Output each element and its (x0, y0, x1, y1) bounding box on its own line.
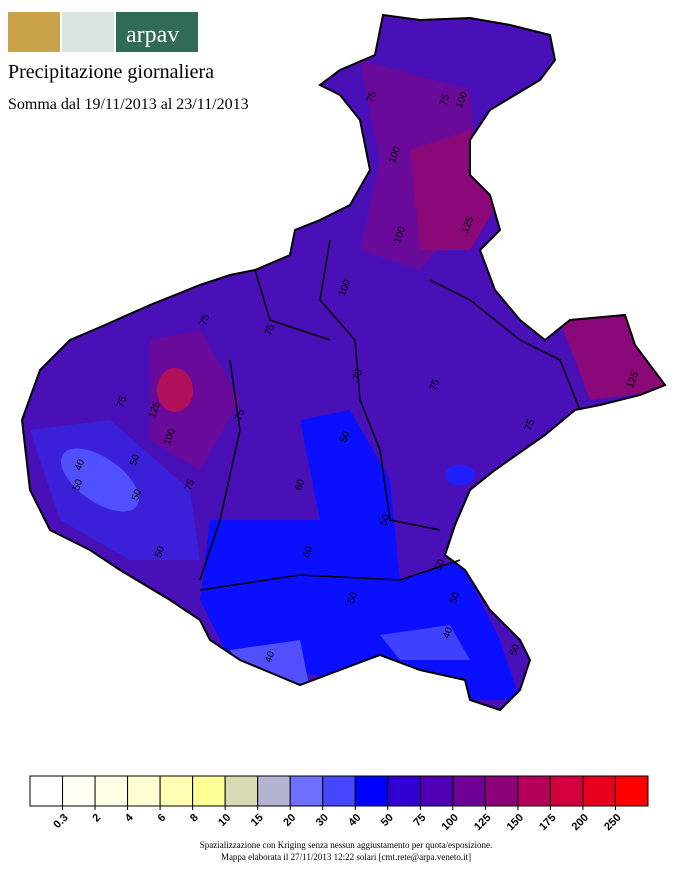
contour-label: 75 (351, 368, 365, 383)
contour-label: 50 (346, 591, 360, 606)
logo: arpav (8, 12, 198, 52)
legend-swatch (549, 775, 584, 807)
contour-label: 50 (508, 643, 522, 658)
field-lowest (380, 625, 470, 660)
legend-swatch (419, 775, 454, 807)
contour-label: 75 (438, 93, 452, 108)
legend-tick-label: 15 (249, 812, 266, 829)
field-peak (157, 368, 193, 412)
contour-label: 75 (428, 378, 442, 393)
legend-tick-label: 8 (188, 812, 201, 825)
field-lowest (61, 448, 139, 512)
legend-swatch (127, 775, 161, 807)
title: Precipitazione giornaliera (8, 61, 214, 83)
legend-tick-label: 100 (440, 812, 461, 833)
legend-tick-label: 175 (537, 812, 558, 833)
field-low (445, 465, 475, 485)
contour-label: 75 (263, 323, 277, 338)
map (22, 15, 665, 710)
legend-tick-label: 2 (90, 812, 103, 825)
legend-swatch (517, 775, 551, 807)
legend-tick-label: 150 (505, 812, 526, 833)
contour-label: 50 (338, 430, 352, 445)
legend-tick-label: 6 (155, 812, 168, 825)
contour-label: 75 (183, 478, 197, 493)
border (199, 359, 241, 581)
contour-label: 75 (523, 418, 537, 433)
legend-tick-label: 20 (281, 812, 298, 829)
field-lowest (230, 640, 310, 690)
legend-swatch (614, 775, 649, 807)
legend-tick-label: 0.3 (51, 812, 70, 831)
legend-swatch (192, 775, 226, 807)
footer-line: Spazializzazione con Kriging senza nessu… (200, 840, 492, 850)
contour-label: 50 (153, 545, 167, 560)
contour-label: 60 (301, 545, 315, 560)
legend-swatch (322, 775, 356, 807)
legend-tick-label: 250 (602, 812, 623, 833)
border (319, 239, 441, 531)
logo-lion (8, 12, 60, 52)
legend-tick-label: 30 (314, 812, 331, 829)
legend-swatch (224, 775, 259, 807)
contour-label: 40 (263, 650, 277, 665)
border (199, 559, 461, 591)
contour-label: 75 (365, 90, 379, 105)
contour-label: 75 (198, 313, 212, 328)
legend-swatch (484, 775, 519, 807)
legend-tick-label: 125 (472, 812, 493, 833)
contour-label: 50 (378, 513, 392, 528)
logo-text: arpav (126, 22, 179, 48)
legend-swatch (29, 775, 64, 807)
contour-label: 50 (130, 488, 144, 503)
subtitle: Somma dal 19/11/2013 al 23/11/2013 (8, 96, 249, 113)
legend-swatch (289, 775, 324, 807)
legend-tick-label: 75 (411, 812, 428, 829)
legend-swatch (159, 775, 194, 807)
contour-label: 50 (448, 591, 462, 606)
legend-swatch (94, 775, 129, 807)
legend-swatch (257, 775, 291, 807)
contour-label: 40 (73, 458, 87, 473)
logo-mark (62, 12, 114, 52)
contour-label: 75 (233, 408, 247, 423)
logo-band (116, 12, 198, 52)
legend-swatch (354, 775, 389, 807)
legend-tick-label: 10 (216, 812, 233, 829)
legend-tick-label: 50 (379, 812, 396, 829)
legend: 0.3 2 4 6 8 10 15 20 30 40 50 75 100 125 150 175 200 250 (29, 775, 649, 833)
border (429, 279, 581, 411)
legend-swatch (582, 775, 616, 807)
contour-label: 75 (115, 395, 129, 410)
contour-label: 50 (71, 478, 85, 493)
legend-swatch (452, 775, 486, 807)
footer-line: Mappa elaborata il 27/11/2013 12:22 sola… (221, 852, 471, 862)
field-high (150, 330, 240, 470)
legend-swatch (62, 775, 96, 807)
legend-tick-label: 4 (123, 811, 136, 824)
legend-tick-label: 200 (570, 812, 591, 833)
contour-label: 50 (128, 453, 142, 468)
contour-label: 60 (293, 478, 307, 493)
contour-label: 50 (433, 558, 447, 573)
legend-swatch (387, 775, 421, 807)
legend-tick-label: 40 (346, 812, 363, 829)
border (254, 269, 331, 341)
contour-label: 40 (441, 626, 455, 641)
province-borders (199, 239, 581, 591)
